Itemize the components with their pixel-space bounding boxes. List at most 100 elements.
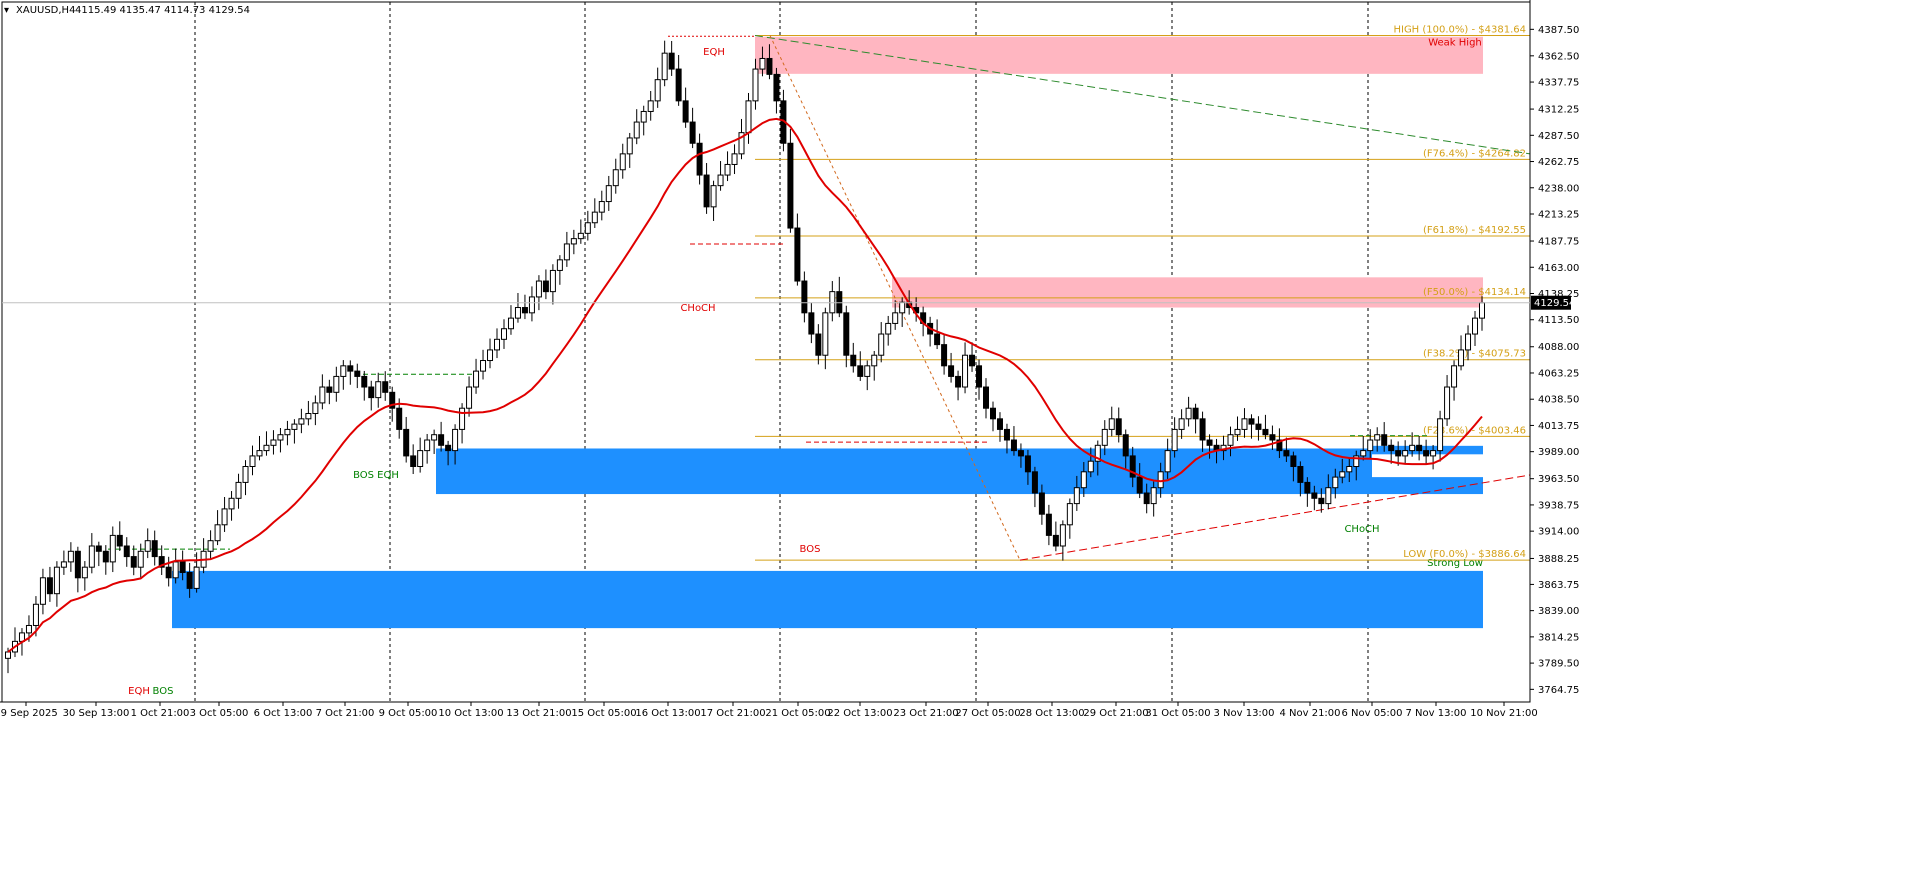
- price-axis-label: 4312.25: [1538, 105, 1579, 116]
- candle-layer: [5, 40, 1485, 674]
- time-axis-label: 15 Oct 05:00: [571, 708, 636, 719]
- candle-body: [752, 68, 759, 102]
- candle-body: [1374, 434, 1381, 441]
- candle-body: [1360, 450, 1367, 457]
- candle-body: [1409, 444, 1416, 452]
- candle-body: [1234, 428, 1241, 436]
- candle-body: [158, 556, 165, 568]
- price-axis-label: 3764.75: [1538, 685, 1579, 696]
- candle-body: [899, 301, 906, 314]
- candle-body: [724, 163, 731, 176]
- candle-body: [878, 333, 885, 356]
- price-axis-label: 3963.50: [1538, 474, 1579, 485]
- candle-body: [514, 307, 521, 319]
- candle-body: [1157, 471, 1164, 489]
- time-axis-label: 27 Oct 05:00: [955, 708, 1020, 719]
- candle-body: [1031, 471, 1038, 494]
- candle-body: [983, 386, 990, 409]
- trendline-descending: [754, 35, 1531, 155]
- time-axis-label: 29 Sep 2025: [0, 708, 58, 719]
- candle-body: [1311, 492, 1318, 499]
- candle-body: [794, 227, 801, 282]
- candle-body: [577, 232, 584, 240]
- candle-body: [1094, 444, 1101, 462]
- price-axis-label: 4213.25: [1538, 210, 1579, 221]
- candle-body: [1332, 476, 1339, 489]
- candle-body: [1276, 439, 1283, 452]
- candle-body: [445, 444, 452, 452]
- price-axis-label: 4362.50: [1538, 51, 1579, 62]
- candle-body: [815, 333, 822, 356]
- price-axis-label: 4038.50: [1538, 395, 1579, 406]
- candle-body: [654, 79, 661, 102]
- candle-body: [1052, 534, 1059, 547]
- candle-body: [500, 328, 507, 340]
- candle-body: [507, 317, 514, 330]
- candle-body: [1430, 450, 1437, 457]
- candle-body: [410, 455, 417, 468]
- time-axis-label: 17 Oct 21:00: [700, 708, 765, 719]
- candle-body: [1444, 386, 1451, 420]
- chart-header: ▾ XAUUSD,H4 4115.49 4135.47 4114.73 4129…: [4, 5, 250, 16]
- candle-body: [340, 365, 347, 377]
- candle-body: [542, 280, 549, 293]
- candle-body: [88, 545, 95, 568]
- structure-annotation: BOS EQH: [353, 470, 399, 481]
- price-axis-label: 3914.00: [1538, 527, 1579, 538]
- candle-body: [1010, 439, 1017, 452]
- ohlc-values: 4115.49 4135.47 4114.73 4129.54: [75, 5, 250, 16]
- time-axis-label: 9 Oct 05:00: [379, 708, 438, 719]
- candle-body: [1073, 487, 1080, 505]
- fib-swing-line: [769, 35, 1021, 561]
- candle-body: [1241, 418, 1248, 430]
- candle-body: [256, 450, 263, 457]
- candle-body: [487, 349, 494, 362]
- candle-body: [934, 333, 941, 346]
- trend-layer: [108, 35, 1531, 561]
- price-axis-label: 3888.25: [1538, 554, 1579, 565]
- candle-body: [249, 455, 256, 468]
- candle-body: [1458, 349, 1465, 367]
- time-axis-label: 7 Oct 21:00: [316, 708, 375, 719]
- candle-body: [1402, 450, 1409, 457]
- candle-body: [32, 603, 39, 626]
- candle-body: [1192, 407, 1199, 420]
- candle-body: [123, 545, 130, 558]
- candle-body: [591, 211, 598, 224]
- candle-body: [738, 132, 745, 155]
- candle-body: [612, 169, 619, 187]
- candle-body: [1143, 492, 1150, 505]
- price-axis-label: 4138.25: [1538, 289, 1579, 300]
- candle-body: [193, 566, 200, 589]
- candle-body: [186, 571, 193, 589]
- candle-body: [172, 561, 179, 579]
- candle-body: [1059, 524, 1066, 547]
- candle-body: [556, 259, 563, 271]
- candle-body: [1283, 450, 1290, 457]
- candle-body: [1164, 450, 1171, 473]
- dropdown-arrow-icon[interactable]: ▾: [4, 5, 9, 16]
- candle-body: [1024, 455, 1031, 473]
- candle-body: [1472, 317, 1479, 335]
- candle-body: [682, 100, 689, 123]
- candle-body: [1248, 418, 1255, 425]
- candle-body: [95, 545, 102, 552]
- structure-annotation: BOS: [800, 544, 821, 555]
- candle-body: [948, 365, 955, 377]
- candle-body: [1101, 428, 1108, 446]
- candle-body: [116, 534, 123, 547]
- candle-body: [885, 322, 892, 335]
- fib-level-label: (F76.4%) - $4264.82: [1423, 148, 1526, 159]
- candle-body: [74, 550, 81, 579]
- candle-body: [822, 312, 829, 356]
- candle-body: [1178, 418, 1185, 430]
- candle-body: [1318, 497, 1325, 505]
- price-axis-label: 4337.75: [1538, 78, 1579, 89]
- candle-body: [668, 52, 675, 70]
- price-axis-label: 4113.50: [1538, 315, 1579, 326]
- candle-body: [1325, 487, 1332, 505]
- candle-body: [459, 407, 466, 430]
- candle-body: [773, 73, 780, 102]
- candle-body: [584, 222, 591, 234]
